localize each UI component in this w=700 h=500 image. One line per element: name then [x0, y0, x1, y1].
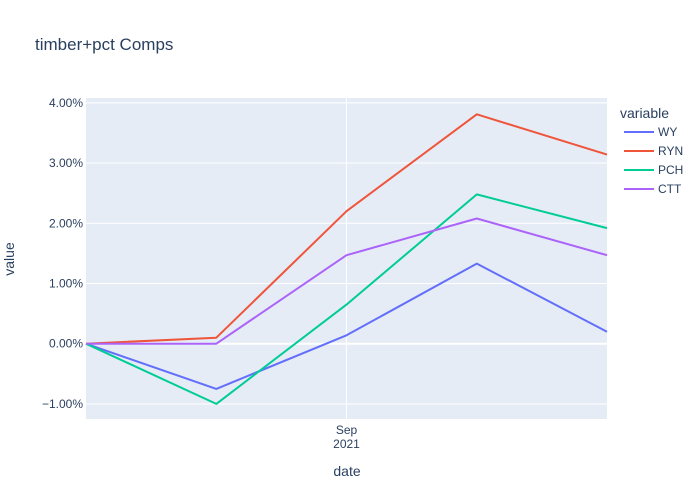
y-tick-label: 3.00% [49, 156, 83, 170]
legend-label: WY [658, 125, 677, 139]
y-tick-label: 0.00% [49, 337, 83, 351]
x-tick-label: Sep [336, 423, 358, 437]
series-line-ctt [86, 217, 608, 345]
legend-label: PCH [658, 163, 683, 177]
y-tick-label: 1.00% [49, 276, 83, 290]
legend-item-pch[interactable]: PCH [624, 163, 683, 177]
legend-label: RYN [658, 144, 683, 158]
legend[interactable]: variable WY RYN PCH CTT [620, 105, 683, 196]
y-tick-labels: −1.00% 0.00% 1.00% 2.00% 3.00% 4.00% [42, 96, 83, 411]
series-line-ryn [85, 113, 608, 345]
legend-title: variable [620, 105, 669, 121]
legend-item-ctt[interactable]: CTT [624, 182, 682, 196]
x-tick-label: 2021 [333, 437, 360, 451]
legend-item-ryn[interactable]: RYN [624, 144, 683, 158]
y-axis-title: value [1, 242, 17, 276]
x-axis-title: date [333, 463, 360, 479]
chart-title: timber+pct Comps [35, 35, 173, 54]
series-line-wy [85, 262, 608, 390]
series-lines [85, 113, 608, 405]
legend-label: CTT [658, 182, 682, 196]
legend-item-wy[interactable]: WY [624, 125, 677, 139]
y-tick-label: −1.00% [42, 397, 83, 411]
series-line-pch [85, 193, 608, 405]
y-tick-label: 4.00% [49, 96, 83, 110]
y-tick-label: 2.00% [49, 216, 83, 230]
